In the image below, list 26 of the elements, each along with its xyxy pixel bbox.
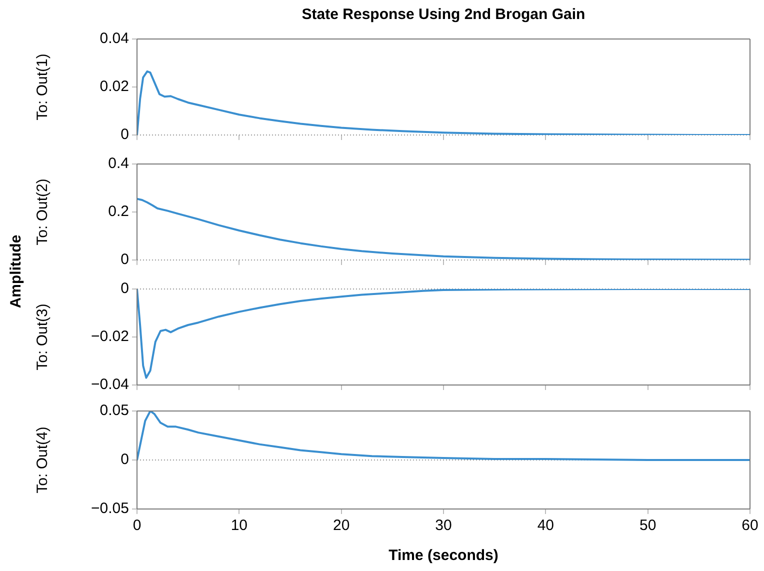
x-tick-label: 50 bbox=[639, 517, 656, 534]
y-tick-label: 0.05 bbox=[100, 402, 129, 420]
text: Amplitude bbox=[8, 234, 24, 310]
y-tick-label: −0.04 bbox=[91, 376, 129, 394]
x-tick-label: 40 bbox=[537, 517, 554, 534]
y-axis-title: To: Out(2) bbox=[34, 178, 52, 246]
x-axis-title: Time (seconds) bbox=[388, 547, 498, 564]
chart-title: State Response Using 2nd Brogan Gain bbox=[300, 6, 586, 23]
y-tick-label: −0.02 bbox=[91, 328, 129, 346]
y-tick-label: 0.4 bbox=[108, 155, 129, 172]
y-tick-label: 0 bbox=[120, 280, 129, 298]
x-tick-label: 10 bbox=[230, 517, 248, 534]
x-tick-label: 20 bbox=[332, 517, 350, 534]
y-tick-label: −0.05 bbox=[91, 500, 129, 518]
x-tick-label: 60 bbox=[742, 517, 758, 534]
y-axis-title: To: Out(1) bbox=[34, 54, 52, 120]
y-tick-label: 0 bbox=[120, 251, 129, 268]
y-axis-title: To: Out(4) bbox=[34, 426, 52, 494]
x-tick-label: 30 bbox=[435, 517, 452, 534]
y-tick-label: 0 bbox=[120, 126, 129, 144]
y-tick-label: 0 bbox=[120, 451, 129, 468]
x-tick-label: 0 bbox=[132, 517, 142, 534]
y-tick-label: 0.02 bbox=[100, 78, 129, 96]
y-axis-title: To: Out(3) bbox=[34, 304, 52, 370]
y-tick-label: 0.04 bbox=[100, 30, 129, 48]
y-tick-label: 0.2 bbox=[108, 203, 129, 220]
